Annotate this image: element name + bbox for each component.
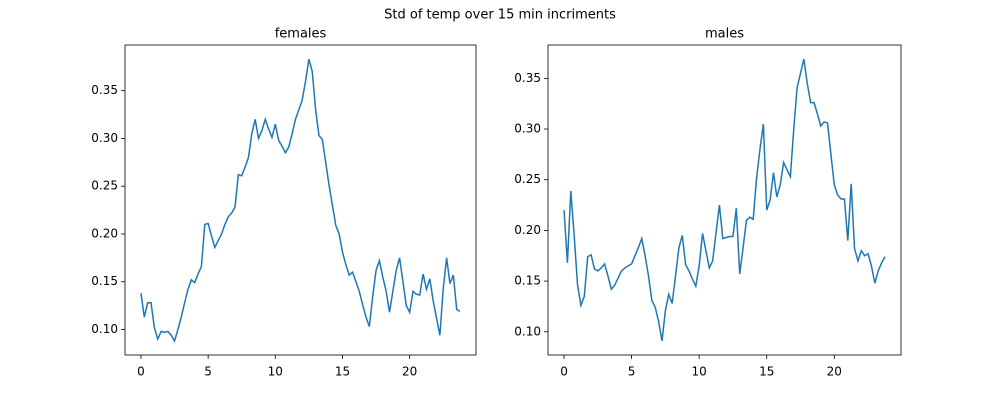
x-tick-label: 10 <box>268 365 283 379</box>
x-tick-label: 5 <box>204 365 212 379</box>
y-tick-label: 0.25 <box>91 179 118 193</box>
y-tick-label: 0.15 <box>514 274 541 288</box>
x-tick-label: 10 <box>692 365 707 379</box>
axes-frame <box>124 44 477 356</box>
y-tick-label: 0.35 <box>91 83 118 97</box>
x-tick-label: 0 <box>137 365 145 379</box>
y-tick-label: 0.20 <box>91 226 118 240</box>
y-tick-label: 0.15 <box>91 274 118 288</box>
y-tick-label: 0.35 <box>514 71 541 85</box>
x-tick-label: 5 <box>628 365 636 379</box>
line-series <box>140 58 461 343</box>
y-tick-label: 0.10 <box>514 324 541 338</box>
figure-title: Std of temp over 15 min incriments <box>384 8 616 23</box>
y-tick-label: 0.20 <box>514 223 541 237</box>
axes-frame <box>547 44 902 356</box>
x-tick-label: 15 <box>759 365 774 379</box>
x-tick-label: 15 <box>335 365 350 379</box>
y-tick-label: 0.30 <box>514 122 541 136</box>
x-tick-label: 0 <box>560 365 568 379</box>
y-tick-label: 0.30 <box>91 131 118 145</box>
axes-title: males <box>705 27 744 42</box>
y-tick-label: 0.25 <box>514 172 541 186</box>
y-tick-label: 0.10 <box>91 322 118 336</box>
axes-title: females <box>275 27 327 42</box>
x-tick-label: 20 <box>402 365 417 379</box>
line-series <box>563 58 886 342</box>
x-tick-label: 20 <box>827 365 842 379</box>
